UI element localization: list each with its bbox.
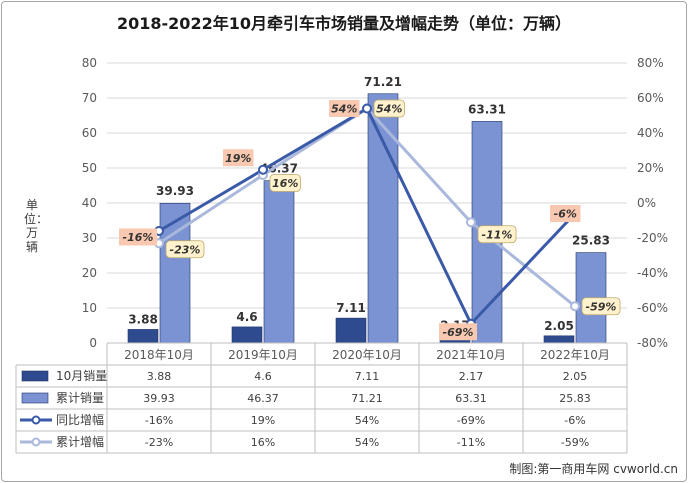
yoy-marker — [258, 164, 268, 175]
yoy-callout-label: 54% — [331, 103, 357, 116]
table-cell: 16% — [251, 436, 275, 449]
monthly-bar — [543, 335, 575, 344]
y-tick-label: 30 — [82, 231, 97, 245]
cum-callout-label: 54% — [376, 103, 402, 116]
table-cell: -59% — [561, 436, 589, 449]
y2-tick-label: 40% — [637, 126, 664, 140]
y-tick-label: 50 — [82, 161, 97, 175]
y2-tick-label: 0% — [637, 196, 656, 210]
yoy-callout-box — [439, 323, 477, 341]
table-cell: 2.05 — [563, 370, 588, 383]
table-cell: 3.88 — [147, 370, 172, 383]
y-tick-label: 80 — [82, 56, 97, 70]
table-cell: 25.83 — [559, 392, 591, 405]
monthly-bar-label: 3.88 — [128, 312, 158, 326]
y-tick-label: 20 — [82, 266, 97, 280]
cum-growth-line — [158, 106, 576, 308]
yoy-callout-label: -69% — [443, 326, 474, 339]
legend-label: 10月销量 — [56, 369, 107, 383]
y2-tick-label: -20% — [637, 231, 668, 245]
yoy-callout-label: -16% — [123, 231, 154, 244]
y2-tick-label: -40% — [637, 266, 668, 280]
y-tick-label: 60 — [82, 126, 97, 140]
table-cell: -16% — [145, 414, 173, 427]
y-tick-label: 40 — [82, 196, 97, 210]
table-cell: 7.11 — [355, 370, 380, 383]
table-cell: 4.6 — [254, 370, 272, 383]
table-cell: 54% — [355, 436, 379, 449]
table-cell: -23% — [145, 436, 173, 449]
legend-key-marker — [31, 437, 41, 447]
yoy-marker — [362, 103, 372, 114]
cum-callout-box — [269, 174, 301, 192]
category-label: 2022年10月 — [540, 348, 610, 362]
table-cell: 71.21 — [351, 392, 383, 405]
cum-callout-label: -11% — [482, 228, 513, 241]
cumulative-bar-label: 63.31 — [468, 102, 506, 116]
yoy-callout-box — [223, 149, 254, 167]
y2-tick-label: -80% — [637, 336, 668, 350]
yoy-line — [158, 106, 577, 327]
y2-tick-label: 60% — [637, 91, 664, 105]
category-label: 2019年10月 — [228, 348, 298, 362]
legend-key-bar — [21, 370, 49, 382]
cum-growth-marker — [466, 217, 476, 228]
legend-label: 累计增幅 — [56, 434, 104, 449]
legend-key-marker — [31, 415, 41, 425]
y2-tick-label: -60% — [637, 301, 668, 315]
cum-callout-label: -23% — [170, 243, 201, 256]
monthly-bar — [127, 329, 159, 344]
chart-title: 2018-2022年10月牵引车市场销量及增幅走势（单位：万辆） — [117, 14, 571, 33]
cumulative-bar — [367, 93, 399, 344]
monthly-bar — [231, 326, 263, 344]
yoy-callout-label: -6% — [554, 208, 577, 221]
table-cell: 2.17 — [459, 370, 484, 383]
yoy-callout-box — [119, 228, 157, 246]
legend-label: 同比增幅 — [56, 412, 104, 427]
cumulative-bar-label: 71.21 — [364, 75, 402, 89]
cum-growth-marker — [570, 301, 580, 312]
legend-label: 累计销量 — [56, 391, 104, 405]
chart-credit: 制图:第一商用车网 cvworld.cn — [509, 462, 678, 476]
table-cell: -6% — [564, 414, 585, 427]
y2-tick-label: 80% — [637, 56, 664, 70]
table-cell: 46.37 — [247, 392, 279, 405]
cum-callout-box — [581, 297, 621, 316]
monthly-bar — [335, 317, 367, 344]
monthly-bar-label: 7.11 — [336, 301, 366, 315]
cumulative-bar-label: 25.83 — [572, 234, 610, 248]
cum-callout-label: 16% — [272, 177, 298, 190]
y-tick-label: 70 — [82, 91, 97, 105]
yoy-callout-box — [329, 100, 360, 117]
yoy-callout-label: 19% — [225, 152, 251, 165]
category-label: 2020年10月 — [332, 348, 402, 362]
table-cell: 63.31 — [455, 392, 487, 405]
cum-callout-label: -59% — [586, 300, 617, 313]
table-cell: -11% — [457, 436, 485, 449]
table-cell: 19% — [251, 414, 275, 427]
category-label: 2018年10月 — [124, 348, 194, 362]
cum-callout-box — [165, 240, 205, 259]
cumulative-bar-label: 39.93 — [156, 184, 194, 198]
legend-key-bar — [21, 392, 49, 404]
monthly-bar-label: 4.6 — [236, 310, 257, 324]
cumulative-bar — [263, 180, 295, 344]
cum-callout-box — [477, 225, 517, 244]
table-cell: 39.93 — [143, 392, 175, 405]
y-tick-label: 10 — [82, 301, 97, 315]
cum-callout-box — [373, 99, 405, 118]
y-tick-label: 0 — [89, 336, 97, 350]
yoy-callout-box — [550, 205, 581, 222]
y2-tick-label: 20% — [637, 161, 664, 175]
category-label: 2021年10月 — [436, 348, 506, 362]
table-cell: 54% — [355, 414, 379, 427]
table-cell: -69% — [457, 414, 485, 427]
monthly-bar-label: 2.05 — [544, 319, 574, 333]
